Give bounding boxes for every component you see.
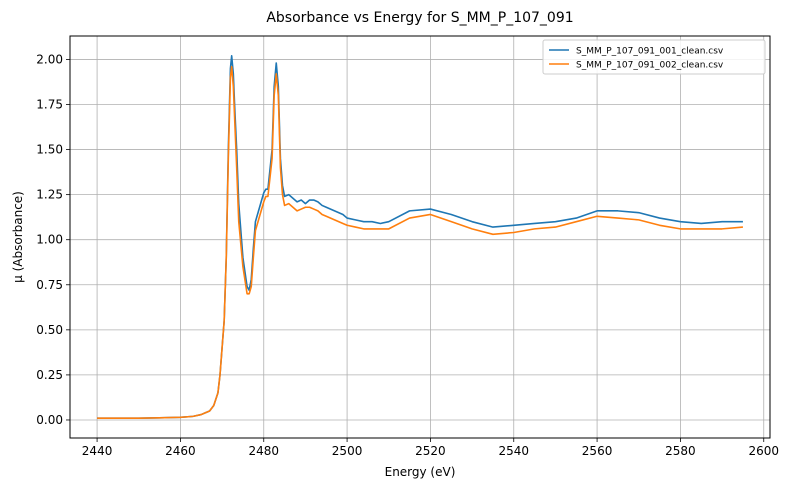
y-tick-label: 2.00	[36, 52, 63, 66]
y-tick-label: 1.25	[36, 188, 63, 202]
series-line-1	[97, 55, 743, 419]
x-tick-label: 2480	[248, 444, 279, 458]
y-axis-label: μ (Absorbance)	[11, 191, 25, 283]
legend-label-2: S_MM_P_107_091_002_clean.csv	[576, 61, 724, 71]
x-tick-label: 2580	[665, 444, 696, 458]
x-axis: 2440 2460 2480 2500 2520 2540 2560 2580 2600	[82, 438, 779, 458]
x-tick-label: 2600	[748, 444, 779, 458]
y-axis: 0.00 0.25 0.50 0.75 1.00 1.25 1.50 1.75 2.00	[36, 52, 70, 427]
series-line-2	[97, 65, 743, 419]
y-tick-label: 1.00	[36, 233, 63, 247]
legend: S_MM_P_107_091_001_clean.csv S_MM_P_107_0…	[542, 39, 766, 75]
x-tick-label: 2540	[498, 444, 529, 458]
y-tick-label: 1.50	[36, 143, 63, 157]
y-tick-label: 0.50	[36, 323, 63, 337]
legend-box	[542, 39, 766, 75]
y-tick-label: 1.75	[36, 98, 63, 112]
x-tick-label: 2520	[415, 444, 446, 458]
grid	[70, 36, 770, 438]
series-group	[97, 55, 743, 419]
legend-label-1: S_MM_P_107_091_001_clean.csv	[576, 47, 724, 57]
x-axis-label: Energy (eV)	[385, 465, 456, 479]
y-tick-label: 0.25	[36, 368, 63, 382]
x-tick-label: 2500	[332, 444, 363, 458]
x-tick-label: 2560	[582, 444, 613, 458]
chart-title: Absorbance vs Energy for S_MM_P_107_091	[266, 10, 573, 26]
x-tick-label: 2460	[165, 444, 196, 458]
x-tick-label: 2440	[82, 444, 113, 458]
y-tick-label: 0.00	[36, 413, 63, 427]
plot-frame	[69, 35, 771, 439]
y-tick-label: 0.75	[36, 278, 63, 292]
